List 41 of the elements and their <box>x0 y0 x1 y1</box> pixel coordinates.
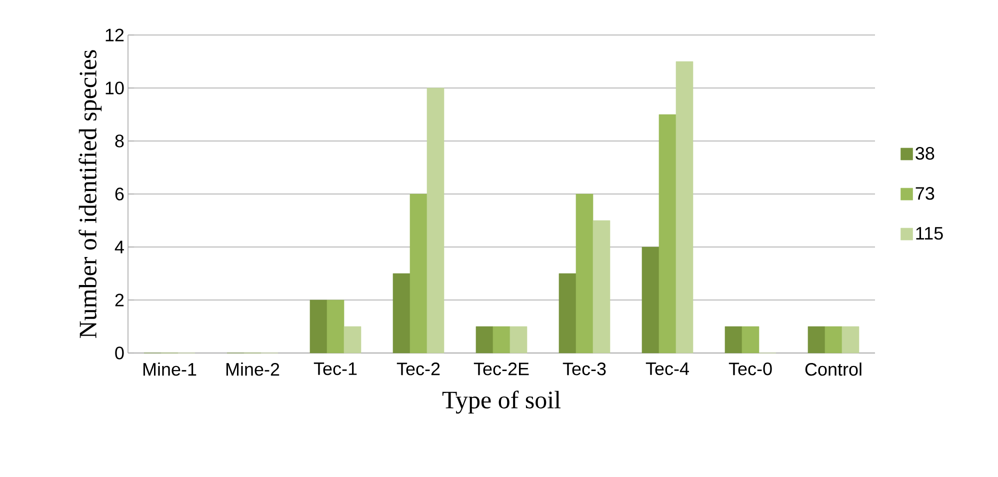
x-tick-label: Tec-1 <box>314 362 357 376</box>
bar <box>724 326 742 354</box>
y-tick-label: 6 <box>115 188 124 200</box>
bar <box>310 300 328 354</box>
bar <box>592 220 610 354</box>
x-tick-label: Tec-4 <box>646 362 689 376</box>
bar <box>492 326 510 354</box>
x-tick-label: Mine-1 <box>143 362 196 376</box>
y-tick-label: 4 <box>114 240 124 254</box>
x-tick-label: Tec-3 <box>562 362 606 376</box>
y-tick-label: 12 <box>106 28 124 42</box>
x-tick-label: Tec-2E <box>474 362 529 376</box>
bar <box>510 326 528 354</box>
bar <box>392 273 410 354</box>
bar <box>658 114 676 354</box>
y-tick-label: 2 <box>115 294 124 306</box>
y-tick-label: 10 <box>106 82 124 94</box>
y-axis-title: Number of identified species <box>78 50 102 338</box>
bar <box>344 326 362 354</box>
legend-label: 38 <box>916 146 934 160</box>
bar <box>558 273 576 354</box>
legend-label: 73 <box>916 187 934 200</box>
bar <box>642 246 660 354</box>
x-tick-label: Tec-0 <box>728 362 772 376</box>
y-tick-label: 0 <box>115 346 124 360</box>
bar <box>426 88 444 354</box>
bar <box>842 326 860 354</box>
bar <box>808 326 826 354</box>
x-tick-label: Control <box>805 362 862 376</box>
x-tick-label: Mine-2 <box>226 362 280 376</box>
bar <box>676 61 694 354</box>
bar <box>742 326 760 354</box>
bar <box>326 300 344 354</box>
legend-label: 115 <box>916 227 943 240</box>
x-tick-label: Tec-2 <box>396 362 440 376</box>
bar <box>576 194 594 354</box>
bar <box>824 326 842 354</box>
x-axis-title: Type of soil <box>442 390 561 414</box>
bar <box>410 194 428 354</box>
y-tick-label: 8 <box>115 134 124 148</box>
bar <box>476 326 494 354</box>
